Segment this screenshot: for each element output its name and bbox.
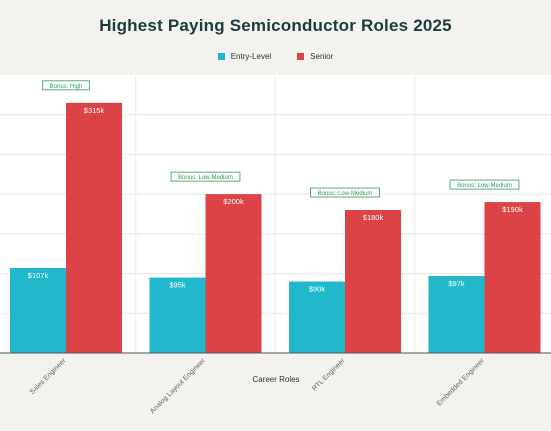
bar-entry-level bbox=[428, 275, 485, 353]
chart-title: Highest Paying Semiconductor Roles 2025 bbox=[99, 16, 452, 35]
annotation-box bbox=[170, 171, 241, 182]
legend-swatch-entry-level bbox=[217, 53, 225, 60]
annotation-label: Bonus: High bbox=[50, 84, 83, 90]
annotation-label: Bonus: Low-Medium bbox=[457, 183, 512, 189]
data-label: $107k bbox=[28, 271, 49, 280]
bar-entry-level bbox=[289, 281, 345, 353]
data-label: $97k bbox=[448, 279, 465, 288]
category-tick-label: Sales Engineer bbox=[29, 357, 68, 396]
annotation-box bbox=[310, 187, 380, 198]
legend-label-senior: Senior bbox=[310, 52, 334, 61]
bar-senior bbox=[484, 202, 541, 353]
bar-entry-level bbox=[10, 268, 66, 353]
bar-senior bbox=[66, 102, 122, 353]
bar-senior bbox=[205, 194, 262, 353]
x-axis-title: Career Roles bbox=[252, 375, 299, 384]
data-label: $95k bbox=[169, 281, 186, 290]
data-label: $90k bbox=[309, 285, 326, 294]
data-label: $180k bbox=[363, 213, 384, 222]
data-label: $190k bbox=[502, 205, 523, 214]
annotation-box bbox=[449, 179, 520, 190]
category-tick-label: RTL Engineer bbox=[311, 357, 347, 393]
legend-item-senior[interactable]: Senior bbox=[297, 52, 333, 61]
bar-senior bbox=[345, 210, 401, 353]
category-tick-label: Analog Layout Engineer bbox=[149, 357, 207, 415]
data-label: $200k bbox=[223, 197, 244, 206]
legend-item-entry-level[interactable]: Entry-Level bbox=[217, 52, 272, 61]
category-tick-label: Embedded Engineer bbox=[436, 357, 487, 408]
legend-swatch-senior bbox=[297, 53, 305, 60]
bar-entry-level bbox=[149, 277, 206, 353]
legend: Entry-Level Senior bbox=[0, 52, 551, 61]
annotation-label: Bonus: Low-Medium bbox=[318, 191, 373, 197]
annotation-label: Bonus: Low-Medium bbox=[178, 175, 233, 181]
legend-label-entry-level: Entry-Level bbox=[230, 52, 272, 61]
annotation-box bbox=[42, 80, 90, 91]
data-label: $315k bbox=[84, 106, 105, 115]
